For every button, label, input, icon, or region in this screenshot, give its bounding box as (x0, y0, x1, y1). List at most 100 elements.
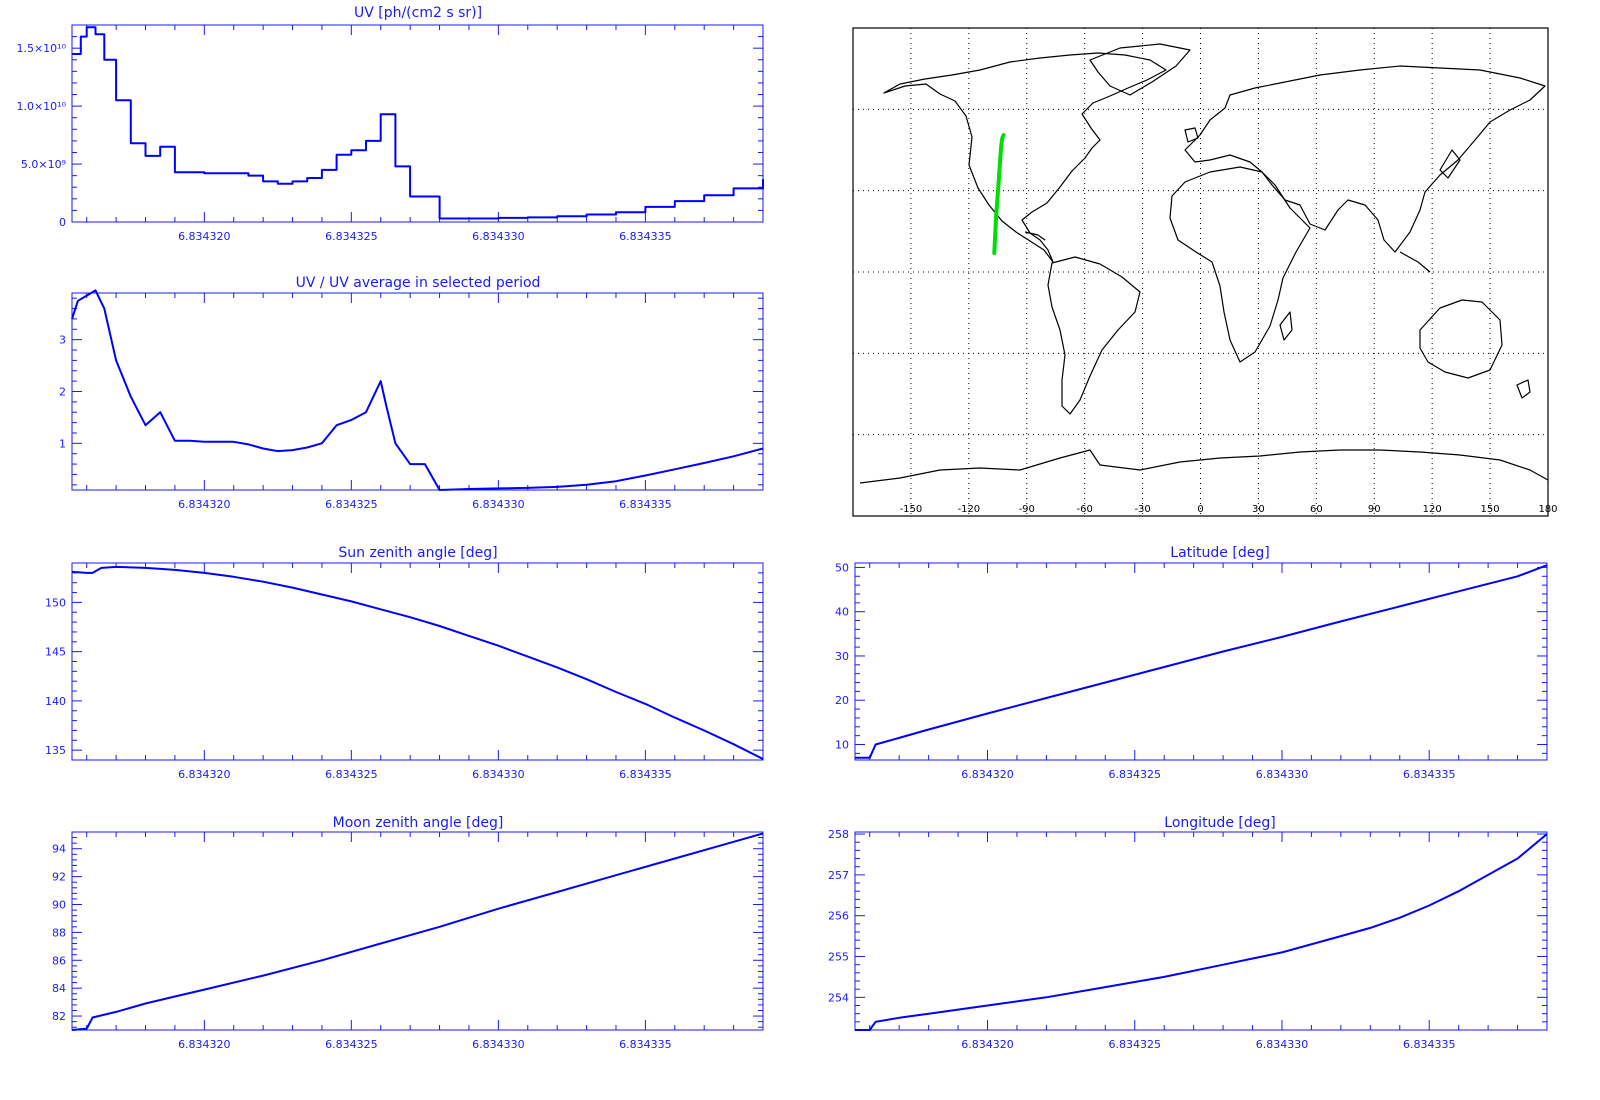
y-tick-label: 1.5×10¹⁰ (16, 42, 66, 55)
latitude-plot: 6.834320 6.834325 6.834330 6.834335 10 20 30 40… (835, 561, 1548, 781)
north-america-coastline (883, 52, 1167, 263)
y-tick-label: 255 (828, 951, 849, 964)
africa-coastline (1169, 166, 1311, 363)
y-tick-label: 258 (828, 828, 849, 841)
map-lon-label: 90 (1368, 504, 1381, 515)
y-tick-label: 3 (59, 334, 66, 347)
x-tick-label: 6.834330 (472, 498, 525, 511)
x-tick-label: 6.834335 (619, 498, 672, 511)
plot-marks: 6.834320 6.834325 6.834330 6.834335 0 5.0×10⁹… (16, 24, 1558, 1051)
map-lon-label: 150 (1481, 504, 1500, 515)
map-lon-label: -60 (1076, 504, 1092, 515)
australia-coastline (1419, 299, 1503, 379)
x-tick-label: 6.834325 (1108, 768, 1161, 781)
x-tick-label: 6.834330 (1256, 1038, 1309, 1051)
y-tick-label: 90 (52, 899, 66, 912)
sun-zenith-plot: 6.834320 6.834325 6.834330 6.834335 135 140 14… (45, 562, 764, 781)
uv-ratio-series-line (71, 289, 764, 491)
map-lon-label: 30 (1252, 504, 1265, 515)
uv-title: UV [ph/(cm2 s sr)] (354, 5, 482, 21)
x-tick-label: 6.834330 (472, 230, 525, 243)
uv-plot: 6.834320 6.834325 6.834330 6.834335 0 5.0×10⁹… (16, 24, 764, 243)
y-tick-label: 94 (52, 843, 66, 856)
uv-series-line (72, 26, 764, 220)
map-lon-label: -90 (1019, 504, 1035, 515)
ground-track-line (992, 133, 1006, 255)
sun-zenith-title: Sun zenith angle [deg] (338, 545, 497, 561)
uv-panel: UV [ph/(cm2 s sr)] (354, 5, 482, 21)
x-tick-label: 6.834320 (178, 230, 231, 243)
y-tick-label: 5.0×10⁹ (21, 158, 66, 171)
longitude-title: Longitude [deg] (1164, 815, 1275, 831)
islands-coastline (1024, 127, 1531, 399)
longitude-series-line (855, 833, 1548, 1031)
longitude-plot: 6.834320 6.834325 6.834330 6.834335 254 255 25… (828, 828, 1548, 1051)
y-tick-label: 50 (835, 561, 849, 574)
y-tick-label: 150 (45, 596, 66, 609)
x-tick-label: 6.834320 (961, 1038, 1014, 1051)
y-tick-label: 40 (835, 606, 849, 619)
uv-ratio-title: UV / UV average in selected period (296, 275, 541, 291)
map-lon-label: -120 (957, 504, 980, 515)
x-tick-label: 6.834330 (472, 1038, 525, 1051)
map-lon-label: 180 (1538, 504, 1557, 515)
x-tick-label: 6.834330 (1256, 768, 1309, 781)
map-lon-label: -150 (900, 504, 923, 515)
map-lon-label: -30 (1134, 504, 1150, 515)
y-tick-label: 30 (835, 650, 849, 663)
y-tick-label: 1 (59, 437, 66, 450)
y-tick-label: 88 (52, 926, 66, 939)
uv-axes-frame (71, 24, 764, 223)
x-tick-label: 6.834335 (619, 768, 672, 781)
ground-track-map-plot: -150 -120 -90 -60 -30 0 30 60 90 120 150 180 (852, 27, 1558, 517)
x-tick-label: 6.834320 (178, 768, 231, 781)
longitude-axes-frame (854, 831, 1548, 1031)
y-tick-label: 82 (52, 1010, 66, 1023)
y-tick-label: 86 (52, 954, 66, 967)
x-tick-label: 6.834325 (325, 230, 378, 243)
y-tick-label: 84 (52, 982, 66, 995)
x-tick-label: 6.834325 (325, 1038, 378, 1051)
x-tick-label: 6.834325 (1108, 1038, 1161, 1051)
uv-ratio-panel: UV / UV average in selected period (296, 275, 541, 291)
antarctica-coastline (859, 449, 1549, 484)
greenland-coastline (1089, 43, 1191, 96)
y-tick-label: 1.0×10¹⁰ (16, 100, 66, 113)
latitude-series-line (855, 564, 1548, 759)
x-tick-label: 6.834325 (325, 498, 378, 511)
moon-zenith-title: Moon zenith angle [deg] (333, 815, 504, 831)
sun-zenith-panel: Sun zenith angle [deg] (338, 545, 497, 561)
y-tick-label: 135 (45, 744, 66, 757)
moon-zenith-axes-frame (71, 831, 764, 1031)
y-tick-label: 145 (45, 646, 66, 659)
uv-ratio-plot: 6.834320 6.834325 6.834330 6.834335 1 2 3 (59, 289, 764, 511)
y-tick-label: 257 (828, 869, 849, 882)
y-tick-label: 20 (835, 694, 849, 707)
x-tick-label: 6.834320 (961, 768, 1014, 781)
map-lon-label: 0 (1197, 504, 1203, 515)
y-tick-label: 92 (52, 871, 66, 884)
moon-zenith-panel: Moon zenith angle [deg] (333, 815, 504, 831)
y-tick-label: 2 (59, 386, 66, 399)
y-tick-label: 140 (45, 695, 66, 708)
y-tick-label: 10 (835, 739, 849, 752)
sun-zenith-series-line (71, 565, 764, 760)
x-tick-label: 6.834335 (619, 230, 672, 243)
x-tick-label: 6.834335 (1403, 768, 1456, 781)
x-tick-label: 6.834325 (325, 768, 378, 781)
x-tick-label: 6.834335 (619, 1038, 672, 1051)
map-frame (852, 27, 1549, 517)
x-tick-label: 6.834330 (472, 768, 525, 781)
y-tick-label: 254 (828, 991, 849, 1004)
moon-zenith-series-line (71, 832, 764, 1031)
y-tick-label: 0 (59, 216, 66, 229)
latitude-axes-frame (854, 562, 1548, 761)
x-tick-label: 6.834335 (1403, 1038, 1456, 1051)
map-lon-label: 120 (1423, 504, 1442, 515)
x-tick-label: 6.834320 (178, 1038, 231, 1051)
moon-zenith-plot: 6.834320 6.834325 6.834330 6.834335 82 84 86 88… (52, 831, 764, 1051)
y-tick-label: 256 (828, 910, 849, 923)
x-tick-label: 6.834320 (178, 498, 231, 511)
